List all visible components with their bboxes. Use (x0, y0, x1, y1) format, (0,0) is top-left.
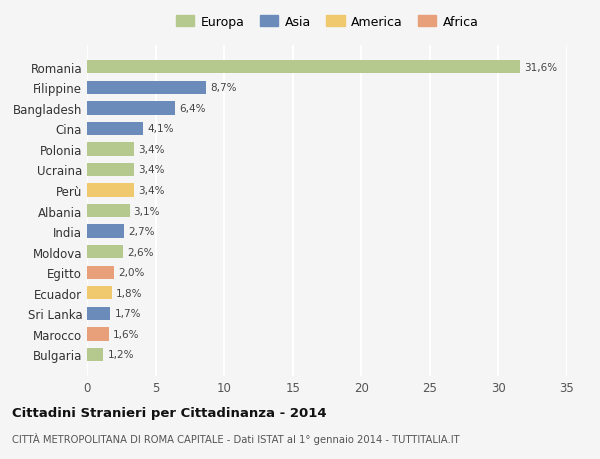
Text: 4,1%: 4,1% (148, 124, 174, 134)
Text: 8,7%: 8,7% (211, 83, 237, 93)
Text: 3,4%: 3,4% (138, 145, 164, 155)
Text: 6,4%: 6,4% (179, 104, 205, 113)
Bar (87, 61, 520, 74)
Bar (87, 81, 206, 95)
Bar (87, 246, 122, 259)
Text: 31,6%: 31,6% (524, 62, 557, 73)
Text: 1,6%: 1,6% (113, 329, 140, 339)
Text: 2,6%: 2,6% (127, 247, 153, 257)
Bar (87, 266, 115, 280)
Text: 1,8%: 1,8% (116, 288, 142, 298)
Bar (87, 163, 134, 177)
Bar (87, 184, 134, 197)
Text: CITTÀ METROPOLITANA DI ROMA CAPITALE - Dati ISTAT al 1° gennaio 2014 - TUTTITALI: CITTÀ METROPOLITANA DI ROMA CAPITALE - D… (12, 432, 460, 444)
Bar (87, 328, 109, 341)
Bar (87, 348, 103, 361)
Text: 1,2%: 1,2% (107, 350, 134, 360)
Text: 2,0%: 2,0% (119, 268, 145, 278)
Text: 3,4%: 3,4% (138, 165, 164, 175)
Bar (87, 225, 124, 238)
Bar (87, 307, 110, 320)
Bar (87, 123, 143, 136)
Legend: Europa, Asia, America, Africa: Europa, Asia, America, Africa (176, 16, 478, 29)
Text: 1,7%: 1,7% (115, 309, 141, 319)
Text: 2,7%: 2,7% (128, 227, 155, 237)
Text: 3,1%: 3,1% (134, 206, 160, 216)
Bar (87, 143, 134, 156)
Bar (87, 286, 112, 300)
Bar (87, 102, 175, 115)
Text: 3,4%: 3,4% (138, 185, 164, 196)
Text: Cittadini Stranieri per Cittadinanza - 2014: Cittadini Stranieri per Cittadinanza - 2… (12, 406, 326, 419)
Bar (87, 204, 130, 218)
